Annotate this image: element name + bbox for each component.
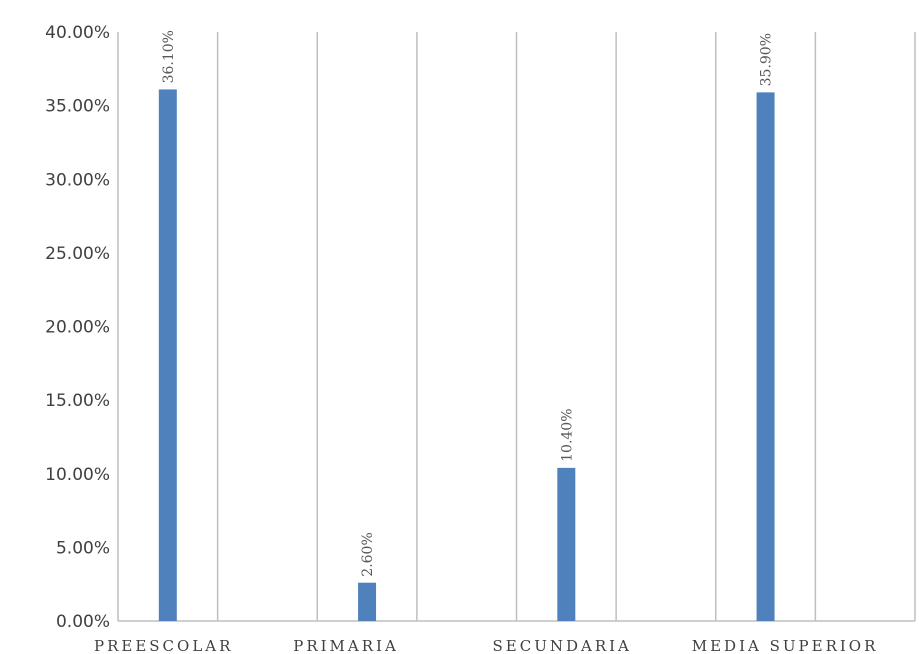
data-labels: 36.10% 2.60% 10.40% 35.90% bbox=[161, 30, 775, 577]
bars bbox=[158, 89, 775, 622]
x-tick-label: PREESCOLAR bbox=[94, 637, 233, 654]
y-axis: 0.00% 5.00% 10.00% 15.00% 20.00% 25.00% 30.00%… bbox=[45, 23, 110, 632]
y-tick-label: 15.00% bbox=[45, 391, 110, 411]
bar bbox=[158, 89, 177, 622]
data-label: 2.60% bbox=[360, 532, 376, 576]
x-tick-label: MEDIA SUPERIOR bbox=[692, 637, 879, 654]
y-tick-label: 40.00% bbox=[45, 23, 110, 43]
data-label: 35.90% bbox=[759, 33, 775, 86]
x-axis: PREESCOLAR PRIMARIA SECUNDARIA MEDIA SUPERI… bbox=[94, 637, 879, 654]
bar bbox=[557, 467, 576, 621]
gridlines bbox=[117, 32, 916, 622]
y-tick-label: 35.00% bbox=[45, 97, 110, 117]
data-label: 10.40% bbox=[559, 408, 575, 461]
y-tick-label: 0.00% bbox=[56, 612, 110, 632]
x-tick-label: PRIMARIA bbox=[293, 637, 399, 654]
y-tick-label: 30.00% bbox=[45, 170, 110, 190]
data-label: 36.10% bbox=[161, 30, 177, 83]
bar bbox=[358, 582, 377, 621]
y-tick-label: 5.00% bbox=[56, 538, 110, 558]
bar bbox=[756, 92, 775, 621]
y-tick-label: 20.00% bbox=[45, 318, 110, 338]
x-tick-label: SECUNDARIA bbox=[493, 637, 632, 654]
y-tick-label: 10.00% bbox=[45, 465, 110, 485]
y-tick-label: 25.00% bbox=[45, 244, 110, 264]
